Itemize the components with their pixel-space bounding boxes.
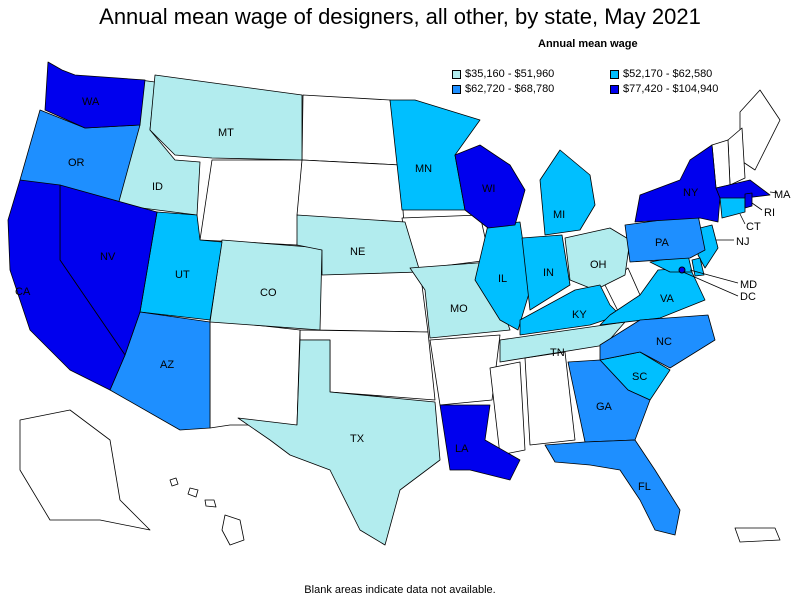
state-labels: WA OR CA NV ID MT UT AZ CO NE TX MN WI I… — [15, 96, 791, 493]
callout-lines — [682, 191, 779, 297]
label-nc: NC — [656, 336, 672, 348]
label-la: LA — [455, 443, 469, 455]
label-oh: OH — [590, 259, 607, 271]
state-ma[interactable] — [715, 179, 771, 199]
tier-1-states — [139, 99, 746, 401]
state-va[interactable] — [599, 267, 706, 326]
tier-3-states — [7, 61, 771, 481]
footnote: Blank areas indicate data not available. — [304, 584, 496, 596]
state-al[interactable] — [524, 351, 576, 446]
legend-title: Annual mean wage — [538, 38, 638, 50]
legend-label: $77,420 - $104,940 — [623, 83, 719, 95]
state-la[interactable] — [439, 404, 521, 481]
label-sc: SC — [632, 371, 647, 383]
label-ga: GA — [596, 401, 613, 413]
state-ak[interactable] — [19, 409, 151, 531]
state-ky[interactable] — [519, 284, 621, 336]
label-tx: TX — [350, 433, 365, 445]
label-tn: TN — [550, 347, 565, 359]
state-fl[interactable] — [544, 439, 681, 536]
state-nm[interactable] — [209, 319, 301, 429]
label-or: OR — [68, 157, 85, 169]
label-id: ID — [152, 181, 163, 193]
label-nv: NV — [100, 251, 116, 263]
label-mo: MO — [450, 303, 468, 315]
state-ny[interactable] — [634, 144, 721, 223]
state-tx[interactable] — [237, 339, 441, 546]
legend-item: $52,170 - $62,580 — [610, 68, 712, 80]
label-mt: MT — [218, 127, 234, 139]
label-va: VA — [660, 293, 675, 305]
tier-2-states — [19, 109, 716, 536]
legend-swatch — [452, 69, 461, 79]
label-ky: KY — [572, 309, 587, 321]
state-wi[interactable] — [454, 144, 526, 229]
label-il: IL — [498, 273, 507, 285]
state-ne[interactable] — [296, 214, 421, 276]
label-pa: PA — [655, 237, 670, 249]
label-in: IN — [543, 267, 554, 279]
legend-item: $62,720 - $68,780 — [452, 83, 554, 95]
label-ny: NY — [683, 187, 699, 199]
label-az: AZ — [160, 359, 174, 371]
state-in[interactable] — [521, 234, 571, 311]
legend-swatch — [610, 69, 619, 79]
label-ca: CA — [15, 286, 31, 298]
state-co[interactable] — [209, 239, 323, 331]
state-nc[interactable] — [599, 314, 716, 369]
label-md: MD — [740, 279, 757, 291]
label-nj: NJ — [736, 236, 749, 248]
state-me[interactable] — [739, 89, 781, 171]
state-ca[interactable] — [7, 179, 126, 391]
label-wa: WA — [82, 96, 100, 108]
label-ct: CT — [746, 221, 761, 233]
label-ne: NE — [350, 246, 365, 258]
legend-label: $52,170 - $62,580 — [623, 68, 713, 80]
state-mt[interactable] — [149, 74, 303, 161]
legend-label: $35,160 - $51,960 — [465, 68, 555, 80]
state-oh[interactable] — [564, 227, 631, 291]
map-title: Annual mean wage of designers, all other… — [99, 4, 701, 29]
state-hi[interactable] — [169, 477, 245, 546]
label-ma: MA — [774, 189, 791, 201]
label-ri: RI — [764, 207, 775, 219]
state-nd[interactable] — [301, 94, 401, 166]
state-il[interactable] — [474, 221, 531, 331]
state-mi[interactable] — [539, 149, 596, 236]
dc-marker[interactable] — [678, 266, 686, 274]
state-ar[interactable] — [429, 334, 501, 406]
legend-item: $77,420 - $104,940 — [610, 83, 718, 95]
state-nh[interactable] — [727, 127, 746, 186]
legend-swatch — [610, 84, 619, 94]
puerto-rico[interactable] — [734, 527, 781, 543]
label-wi: WI — [482, 183, 495, 195]
state-ri[interactable] — [744, 192, 753, 209]
label-mi: MI — [553, 209, 565, 221]
legend-item: $35,160 - $51,960 — [452, 68, 554, 80]
label-mn: MN — [415, 163, 432, 175]
state-wy[interactable] — [199, 159, 303, 246]
state-ks[interactable] — [317, 269, 429, 333]
label-co: CO — [260, 287, 277, 299]
legend-label: $62,720 - $68,780 — [465, 83, 555, 95]
label-dc: DC — [740, 291, 756, 303]
legend-swatch — [452, 84, 461, 94]
state-wa[interactable] — [44, 61, 146, 129]
state-ms[interactable] — [489, 361, 526, 456]
label-fl: FL — [638, 481, 651, 493]
label-ut: UT — [175, 269, 190, 281]
